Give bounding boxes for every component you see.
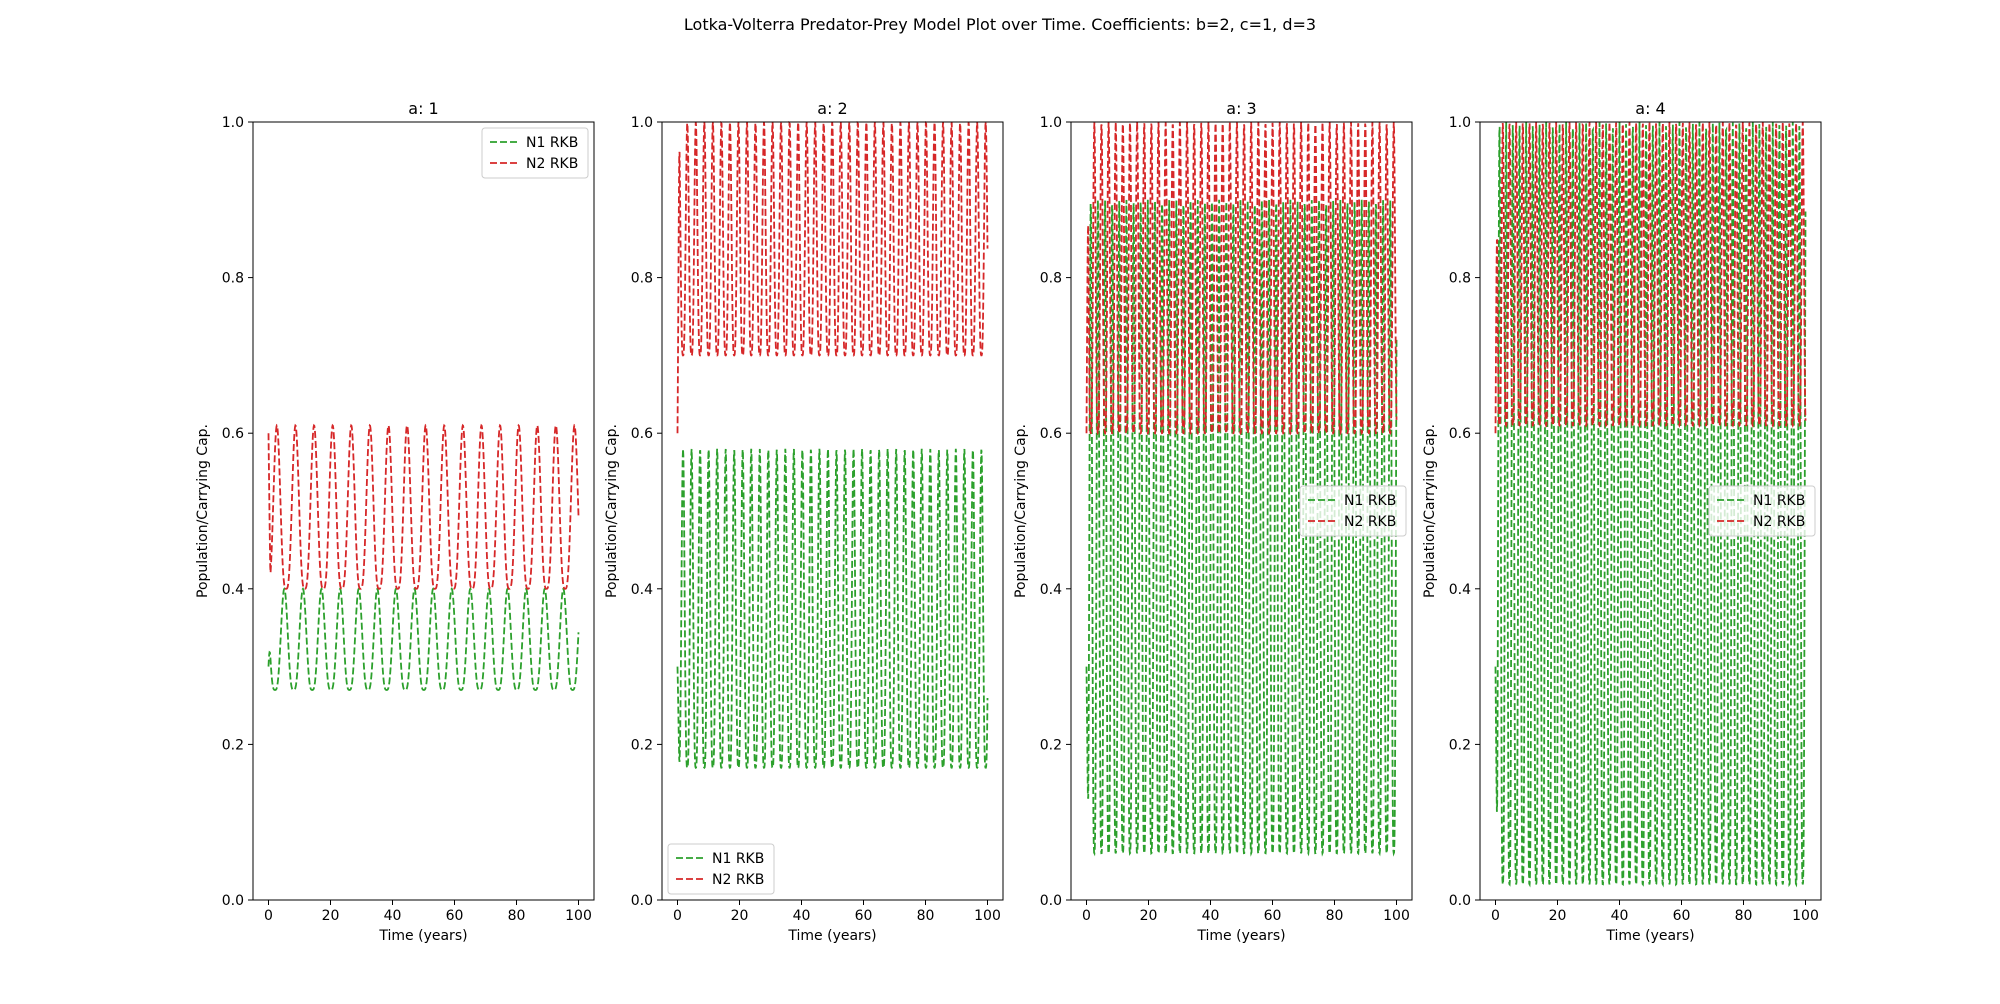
- y-tick-label: 0.8: [631, 271, 653, 287]
- y-tick-label: 0.2: [1449, 737, 1471, 753]
- axes-frame: [1479, 121, 1822, 901]
- legend-box: [667, 843, 775, 895]
- subplot-title: a: 4: [1635, 99, 1665, 118]
- figure-title: Lotka-Volterra Predator-Prey Model Plot …: [683, 15, 1317, 34]
- subplot-title: a: 2: [817, 99, 847, 118]
- x-tick-label: 100: [1383, 908, 1410, 924]
- series-line-n2: [1494, 121, 1807, 434]
- series-line-n2: [676, 121, 989, 434]
- x-tick-label: 60: [1673, 908, 1691, 924]
- x-tick-label: 40: [1611, 908, 1629, 924]
- y-tick-label: 1.0: [1449, 115, 1471, 131]
- legend-label-n1: N1 RKB: [526, 135, 578, 151]
- legend-label-n2: N2 RKB: [712, 872, 764, 888]
- y-tick-label: 0.0: [222, 893, 244, 909]
- x-tick-label: 40: [793, 908, 811, 924]
- series-line-n1: [267, 587, 580, 691]
- legend-label-n2: N2 RKB: [526, 156, 578, 172]
- y-tick-label: 0.0: [1040, 893, 1062, 909]
- y-tick-label: 0.6: [1040, 426, 1062, 442]
- y-axis-label: Population/Carrying Cap.: [1013, 424, 1029, 598]
- y-tick-label: 0.2: [631, 737, 653, 753]
- x-tick-label: 40: [384, 908, 402, 924]
- x-axis-label: Time (years): [378, 928, 467, 944]
- x-tick-label: 0: [1082, 908, 1091, 924]
- subplot-title: a: 3: [1226, 99, 1256, 118]
- axes-frame: [252, 121, 595, 901]
- series-line-n1: [676, 448, 989, 770]
- x-tick-label: 20: [322, 908, 340, 924]
- legend: N1 RKB N2 RKB: [1299, 485, 1407, 537]
- x-tick-label: 60: [446, 908, 464, 924]
- y-axis-label: Population/Carrying Cap.: [1422, 424, 1438, 598]
- subplot-4: 0 20 40 60 80 100 0.0 0.2 0.4 0.6 0.8 1.0 a: 4 Time (…: [1422, 99, 1822, 944]
- x-tick-label: 80: [917, 908, 935, 924]
- x-tick-label: 80: [1735, 908, 1753, 924]
- y-tick-label: 0.8: [1449, 271, 1471, 287]
- x-tick-label: 60: [855, 908, 873, 924]
- x-tick-label: 60: [1264, 908, 1282, 924]
- y-tick-label: 0.4: [222, 582, 244, 598]
- y-tick-label: 0.4: [1449, 582, 1471, 598]
- legend: N1 RKB N2 RKB: [667, 843, 775, 895]
- x-tick-label: 0: [673, 908, 682, 924]
- x-tick-label: 20: [1140, 908, 1158, 924]
- x-tick-label: 100: [974, 908, 1001, 924]
- y-tick-label: 0.2: [222, 737, 244, 753]
- x-tick-label: 0: [1491, 908, 1500, 924]
- x-tick-label: 80: [508, 908, 526, 924]
- y-tick-label: 0.8: [1040, 271, 1062, 287]
- x-axis-label: Time (years): [1196, 928, 1285, 944]
- x-tick-label: 40: [1202, 908, 1220, 924]
- series-line-n1: [1085, 199, 1398, 857]
- y-tick-label: 0.6: [631, 426, 653, 442]
- legend: N1 RKB N2 RKB: [481, 127, 589, 179]
- subplot-2: 0 20 40 60 80 100 0.0 0.2 0.4 0.6 0.8 1.0 a: 2 Time (…: [604, 99, 1004, 944]
- x-tick-label: 20: [1549, 908, 1567, 924]
- axes-frame: [1070, 121, 1413, 901]
- legend-box: [481, 127, 589, 179]
- x-axis-label: Time (years): [1605, 928, 1694, 944]
- x-tick-label: 80: [1326, 908, 1344, 924]
- x-tick-label: 0: [264, 908, 273, 924]
- legend-label-n2: N2 RKB: [1753, 514, 1805, 530]
- legend-label-n1: N1 RKB: [1753, 493, 1805, 509]
- legend: N1 RKB N2 RKB: [1708, 485, 1816, 537]
- y-tick-label: 0.4: [631, 582, 653, 598]
- y-tick-label: 0.0: [631, 893, 653, 909]
- legend-label-n1: N1 RKB: [1344, 493, 1396, 509]
- series-line-n2: [1085, 121, 1398, 436]
- y-axis-label: Population/Carrying Cap.: [604, 424, 620, 598]
- y-tick-label: 0.8: [222, 271, 244, 287]
- series-line-n2: [267, 423, 580, 590]
- y-tick-label: 0.2: [1040, 737, 1062, 753]
- y-tick-label: 0.6: [1449, 426, 1471, 442]
- subplot-3: 0 20 40 60 80 100 0.0 0.2 0.4 0.6 0.8 1.0 a: 3 Time (…: [1013, 99, 1413, 944]
- legend-label-n2: N2 RKB: [1344, 514, 1396, 530]
- y-tick-label: 1.0: [631, 115, 653, 131]
- y-tick-label: 0.6: [222, 426, 244, 442]
- legend-label-n1: N1 RKB: [712, 851, 764, 867]
- y-axis-label: Population/Carrying Cap.: [195, 424, 211, 598]
- x-tick-label: 100: [565, 908, 592, 924]
- y-tick-label: 1.0: [1040, 115, 1062, 131]
- x-axis-label: Time (years): [787, 928, 876, 944]
- subplot-1: 0 20 40 60 80 100 0.0 0.2 0.4 0.6 0.8 1.0 a: 1 Time (…: [195, 99, 595, 944]
- y-tick-label: 0.4: [1040, 582, 1062, 598]
- y-tick-label: 0.0: [1449, 893, 1471, 909]
- axes-frame: [661, 121, 1004, 901]
- subplot-title: a: 1: [408, 99, 438, 118]
- legend-box: [1299, 485, 1407, 537]
- x-tick-label: 100: [1792, 908, 1819, 924]
- x-tick-label: 20: [731, 908, 749, 924]
- y-tick-label: 1.0: [222, 115, 244, 131]
- legend-box: [1708, 485, 1816, 537]
